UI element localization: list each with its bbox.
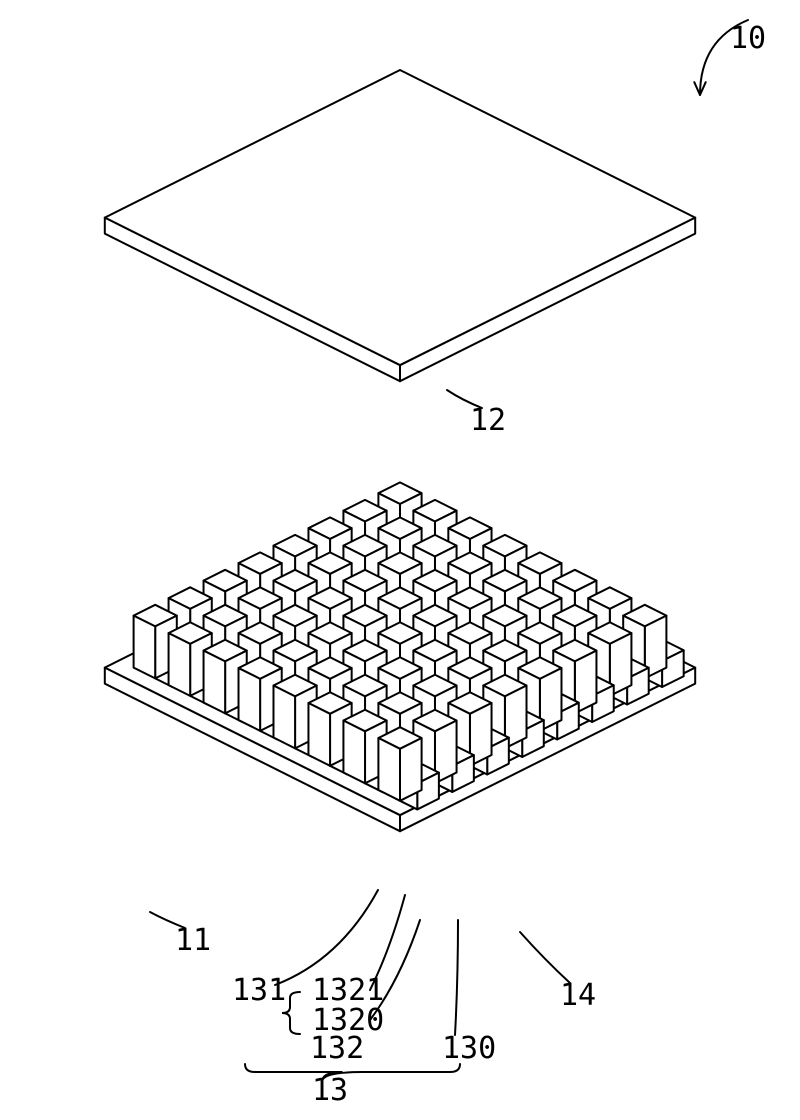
leader-groove [520, 932, 570, 983]
label-base_plate: 11 [175, 923, 211, 958]
label-groove: 14 [560, 978, 596, 1013]
label-post: 131 [232, 973, 286, 1008]
label-cell: 130 [442, 1031, 496, 1066]
leader-post [275, 890, 378, 985]
label-top_plate: 12 [470, 403, 506, 438]
label-assembly: 10 [730, 21, 766, 56]
label-step_group: 132 [310, 1031, 364, 1066]
top-plate [105, 70, 695, 381]
patent-figure: 101211141311321132013213013 [0, 0, 800, 1120]
base-assembly [105, 482, 695, 831]
leader-cell [455, 920, 458, 1035]
brace-13 [245, 1064, 460, 1082]
label-unit: 13 [312, 1073, 348, 1108]
